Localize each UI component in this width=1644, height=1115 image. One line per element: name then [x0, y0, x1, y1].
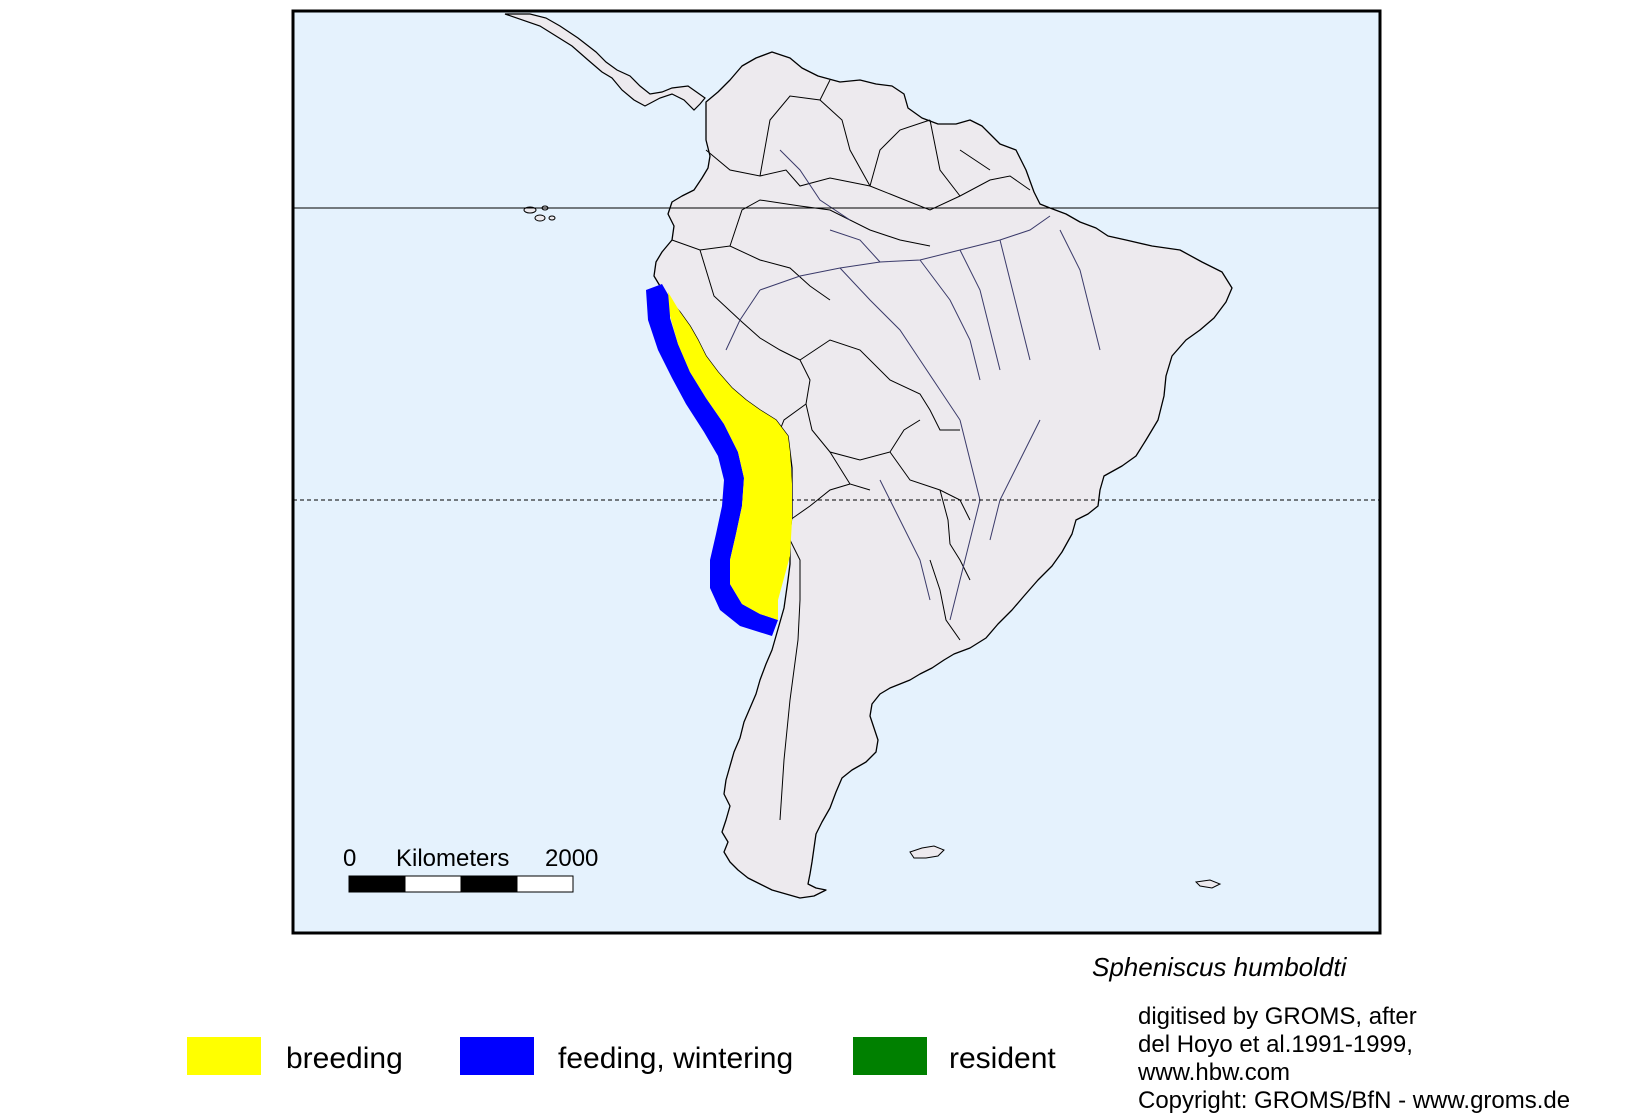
species-name: Spheniscus humboldti	[1092, 952, 1347, 982]
feeding-range-area	[646, 284, 778, 636]
rivers	[725, 149, 1101, 621]
scale-bar: 0 Kilometers 2000	[343, 845, 598, 893]
legend-swatch-resident	[853, 1037, 927, 1075]
south-georgia-island	[1194, 879, 1222, 889]
credits-line: www.hbw.com	[1138, 1059, 1291, 1086]
legend-swatch-feeding	[460, 1037, 534, 1075]
credits: digitised by GROMS, after del Hoyo et al…	[1138, 1003, 1570, 1115]
scale-bar-max-label: 2000	[545, 845, 598, 872]
credits-line: Copyright: GROMS/BfN - www.groms.de	[1138, 1087, 1571, 1114]
falkland-islands	[909, 845, 945, 859]
central-america-landmass	[504, 13, 706, 111]
credits-line: del Hoyo et al.1991-1999,	[1138, 1031, 1413, 1058]
scale-bar-min-label: 0	[343, 845, 356, 872]
legend-label-feeding: feeding, wintering	[558, 1042, 794, 1075]
legend-label-breeding: breeding	[286, 1042, 403, 1075]
scale-bar-segment	[404, 875, 462, 893]
scale-bar-segment	[348, 875, 406, 893]
south-america-landmass	[653, 51, 1233, 899]
breeding-range-area	[668, 292, 792, 620]
legend-label-resident: resident	[949, 1042, 1056, 1075]
scale-bar-unit-label: Kilometers	[396, 845, 509, 872]
scale-bar-segment	[460, 875, 518, 893]
legend-swatch-breeding	[187, 1037, 261, 1075]
scale-bar-segment	[516, 875, 574, 893]
country-borders	[671, 79, 1031, 821]
map-frame	[291, 9, 1382, 935]
credits-line: digitised by GROMS, after	[1138, 1003, 1417, 1030]
